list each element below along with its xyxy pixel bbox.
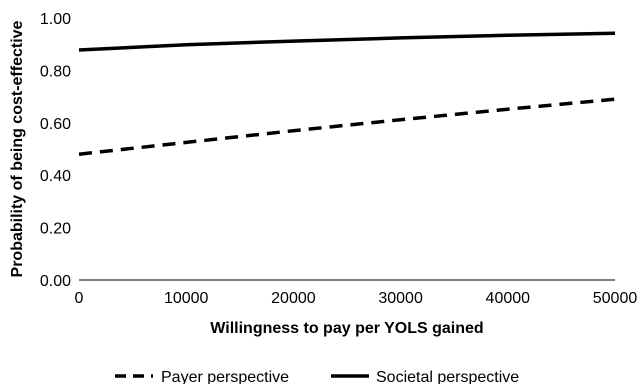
legend: Payer perspective Societal perspective <box>115 369 519 384</box>
x-tick-label: 10000 <box>164 290 209 307</box>
y-tick-label: 1.00 <box>40 11 71 28</box>
y-tick-label: 0.20 <box>40 221 71 238</box>
y-axis-ticks: 0.00 0.20 0.40 0.60 0.80 1.00 <box>40 11 71 290</box>
y-tick-label: 0.00 <box>40 273 71 290</box>
y-tick-label: 0.60 <box>40 116 71 133</box>
legend-label-2: Societal perspective <box>376 369 519 384</box>
x-tick-label: 20000 <box>271 290 316 307</box>
x-tick-label: 50000 <box>593 290 638 307</box>
y-tick-label: 0.40 <box>40 168 71 185</box>
y-axis-title: Probability of being cost-effective <box>9 20 26 277</box>
series-lines <box>78 31 616 156</box>
x-tick-label: 40000 <box>486 290 531 307</box>
x-axis-title: Willingness to pay per YOLS gained <box>210 320 483 337</box>
legend-label-1: Payer perspective <box>161 369 289 384</box>
x-tick-label: 30000 <box>378 290 423 307</box>
series-line-2 <box>78 31 616 52</box>
series-line-1 <box>78 97 616 156</box>
x-tick-label: 0 <box>75 290 84 307</box>
y-tick-label: 0.80 <box>40 63 71 80</box>
x-axis-ticks: 0 10000 20000 30000 40000 50000 <box>75 290 638 307</box>
